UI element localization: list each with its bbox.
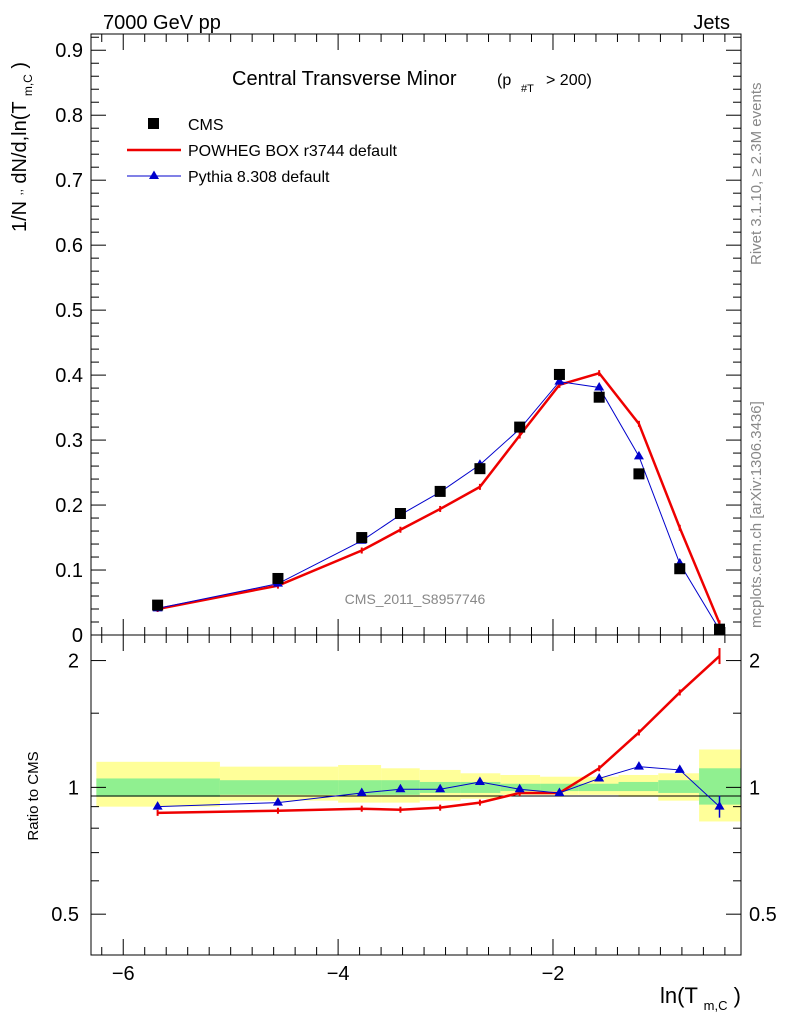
- pythia-ratio-line: [157, 766, 720, 808]
- x-axis-label: ln(T m,C ): [660, 983, 741, 1015]
- main-ytick-label: 0.4: [55, 365, 83, 387]
- svg-text:ln(T m,C ): ln(T m,C ): [660, 983, 741, 1015]
- cms-data-point: [593, 391, 605, 403]
- legend-cms-marker: [148, 118, 159, 129]
- main-y-axis-label-close: ): [9, 62, 31, 69]
- legend-pythia-marker: [149, 170, 159, 179]
- ratio-ytick-label-right: 0.5: [749, 904, 777, 926]
- chart-title: Central Transverse Minor: [232, 68, 457, 90]
- uncertainty-band-inner: [540, 783, 579, 792]
- process-label: Jets: [693, 12, 730, 34]
- uncertainty-band-inner: [219, 780, 339, 795]
- pythia-ratio-point: [554, 787, 565, 796]
- ratio-y-axis-label: Ratio to CMS: [25, 751, 42, 840]
- main-ytick-label-zero: 0: [72, 625, 83, 647]
- pythia-ratio-point: [395, 783, 406, 793]
- pythia-ratio-point: [674, 764, 685, 773]
- cms-data-point: [394, 508, 406, 520]
- pythia-ratio-point: [474, 776, 485, 785]
- pythia-point: [554, 376, 565, 385]
- main-ytick-label: 0.8: [55, 105, 83, 127]
- cms-data-point: [272, 572, 284, 584]
- pythia-point: [633, 450, 644, 460]
- ratio-panel: 0.5 0.5 1 1 2 2 −6 −4 −2 Ratio to CMS ln(T m,C ): [25, 634, 777, 1015]
- ratio-ticks: 0.5 0.5 1 1 2 2 −6 −4 −2: [51, 635, 777, 985]
- main-ytick-label: 0.6: [55, 235, 83, 257]
- main-series: [152, 368, 726, 635]
- ratio-frame: [90, 634, 742, 956]
- pythia-ratio-point: [356, 787, 367, 796]
- cms-data-point: [434, 485, 446, 497]
- ratio-xtick-label: −6: [112, 963, 135, 985]
- main-y-axis-label: 1/N ,, dN/d,ln(T m,C ): [5, 62, 37, 232]
- main-ytick-label: 0.3: [55, 430, 83, 452]
- ratio-ytick-label: 2: [68, 651, 79, 673]
- chart-title-sub-tail: > 200): [546, 72, 592, 89]
- powheg-line: [157, 371, 721, 624]
- cms-data-point: [152, 599, 164, 611]
- cms-data-point: [714, 623, 726, 635]
- main-ytick-label: 0.9: [55, 40, 83, 62]
- analysis-watermark: CMS_2011_S8957746: [345, 591, 486, 607]
- uncertainty-band-inner: [618, 781, 659, 792]
- svg-text:1/N ,, dN/d,l: 1/N ,, dN/d,ln(T m,C ): [5, 62, 37, 232]
- cms-data-point: [356, 532, 368, 544]
- legend: CMS POWHEG BOX r3744 default Pythia 8.30…: [127, 117, 398, 186]
- ratio-ytick-label: 1: [68, 777, 79, 799]
- energy-label: 7000 GeV pp: [103, 12, 221, 34]
- powheg-ratio-line: [157, 655, 721, 815]
- chart-title-sub-index: #T: [521, 83, 534, 95]
- cms-data-point: [514, 421, 526, 433]
- uncertainty-band-inner: [578, 783, 619, 792]
- pythia-line: [157, 381, 720, 631]
- main-ytick-label: 0.5: [55, 300, 83, 322]
- main-y-axis-label-sub: m,C: [21, 74, 35, 96]
- pythia-ratio-point: [152, 801, 163, 810]
- ratio-ytick-label-right: 1: [749, 777, 760, 799]
- ratio-series: [152, 648, 725, 818]
- legend-powheg-label: POWHEG BOX r3744 default: [188, 143, 398, 160]
- ratio-xtick-label: −4: [327, 963, 350, 985]
- uncertainty-band-inner: [460, 781, 501, 793]
- main-ytick-label: 0.1: [55, 560, 83, 582]
- uncertainty-band-inner: [96, 778, 220, 797]
- uncertainty-band-inner: [658, 780, 700, 793]
- x-axis-label-close: ): [734, 983, 741, 1008]
- pythia-ratio-point: [594, 772, 605, 782]
- x-axis-label-head: ln(T: [660, 983, 698, 1008]
- cms-data-point: [474, 463, 486, 475]
- legend-pythia-label: Pythia 8.308 default: [188, 169, 330, 186]
- main-y-axis-label-head: 1/N: [9, 201, 31, 232]
- rivet-label: Rivet 3.1.10, ≥ 2.3M events: [748, 83, 765, 266]
- x-axis-label-sub: m,C: [704, 998, 728, 1013]
- pythia-ratio-point: [514, 783, 525, 793]
- main-ticks: 0.1 0.2 0.3 0.4 0.5 0.6 0.7 0.8 0.9 0: [55, 34, 741, 647]
- ratio-ytick-label-right: 2: [749, 651, 760, 673]
- pythia-ratio-point: [272, 797, 283, 806]
- legend-cms-label: CMS: [188, 117, 224, 134]
- pythia-point: [594, 381, 605, 391]
- main-ytick-label: 0.2: [55, 495, 83, 517]
- ratio-xtick-label: −2: [542, 963, 565, 985]
- main-ytick-label: 0.7: [55, 170, 83, 192]
- ratio-bands: [96, 749, 741, 822]
- pythia-ratio-point: [435, 783, 446, 793]
- pythia-ratio-point: [633, 761, 644, 770]
- main-panel: 0.1 0.2 0.3 0.4 0.5 0.6 0.7 0.8 0.9 0 Central Tra…: [5, 33, 742, 647]
- uncertainty-band-inner: [338, 780, 382, 795]
- pythia-ratio-point: [714, 801, 725, 810]
- cms-data-point: [633, 468, 645, 480]
- cms-data-point: [553, 368, 565, 380]
- chart-title-sub: (p: [497, 72, 511, 89]
- mcplots-label: mcplots.cern.ch [arXiv:1306.3436]: [748, 401, 765, 628]
- ratio-ytick-label: 0.5: [51, 904, 79, 926]
- cms-data-point: [674, 563, 686, 575]
- main-y-axis-label-tail: dN/d,ln(T: [9, 102, 31, 184]
